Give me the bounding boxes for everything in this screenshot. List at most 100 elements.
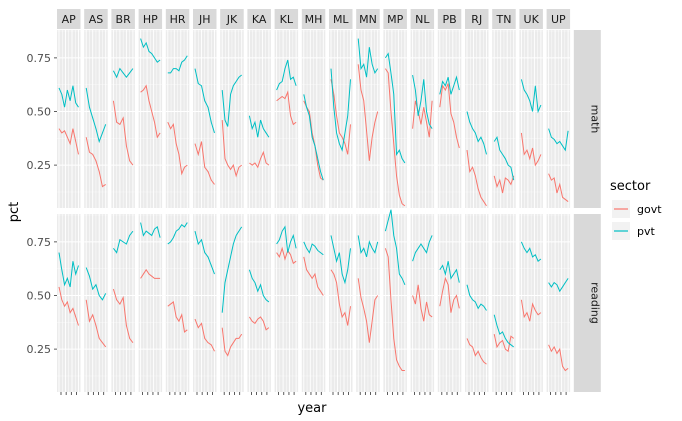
y-tick-label: 0.75 (27, 52, 52, 65)
series-pvt-math-nl (412, 74, 433, 129)
series-govt-math-hr (167, 122, 188, 176)
facet-strip-mh (301, 9, 326, 29)
y-tick-label: 0.75 (27, 236, 52, 249)
facet-label-reading: reading (588, 282, 601, 324)
panel-reading-pb (437, 214, 462, 395)
facet-label-br: BR (116, 13, 132, 26)
facet-strip-ka (247, 9, 271, 29)
panel-reading-hr (165, 214, 190, 395)
facet-strip-math (573, 30, 601, 208)
y-tick-label: 0.25 (27, 159, 52, 172)
series-pvt-math-as (85, 87, 107, 144)
series-pvt-reading-tn (493, 314, 515, 348)
panel-math-mp (383, 30, 407, 208)
panel-math-ap (57, 30, 81, 208)
panel-reading-hp (138, 214, 163, 395)
facet-strip-br (111, 9, 135, 29)
series-govt-reading-mh (303, 256, 324, 296)
x-axis-title: year (297, 401, 327, 416)
series-pvt-reading-jk (221, 226, 243, 313)
facet-strip-rj (465, 9, 489, 29)
panel-math-ka (247, 30, 271, 208)
facet-label-tn: TN (495, 13, 511, 26)
legend-item-govt: govt (612, 200, 662, 218)
panel-reading-mn (356, 214, 380, 395)
panel-reading-kl (274, 214, 299, 395)
facet-strip-uk (519, 9, 543, 29)
series-pvt-math-hp (140, 38, 161, 63)
series-pvt-math-ap (58, 85, 79, 108)
series-govt-math-mp (384, 68, 406, 207)
panel-math-pb (437, 30, 462, 208)
facet-strip-up (546, 9, 571, 29)
y-tick-label: 0.50 (27, 105, 52, 118)
series-govt-math-as (85, 137, 106, 188)
series-pvt-math-kl (276, 59, 297, 91)
panel-math-jh (193, 30, 217, 208)
facet-label-kl: KL (280, 13, 294, 26)
y-axis-title: pct (7, 202, 22, 223)
facet-strip-pb (437, 9, 462, 29)
series-govt-reading-as (85, 299, 107, 348)
series-govt-reading-kl (276, 246, 297, 265)
panel-math-ml (329, 30, 353, 208)
series-govt-math-nl (412, 100, 433, 138)
panel-reading-nl (410, 214, 435, 395)
series-govt-math-kl (276, 90, 297, 126)
facet-strip-ap (57, 9, 81, 29)
facet-strip-as (84, 9, 108, 29)
series-pvt-math-ml (330, 68, 351, 152)
series-govt-reading-ml (330, 269, 351, 326)
panel-reading-jh (193, 214, 217, 395)
series-pvt-math-hr (167, 55, 188, 74)
series-pvt-reading-mn (357, 235, 379, 258)
facet-strip-hr (165, 9, 190, 29)
series-govt-math-jk (221, 120, 243, 178)
panel-math-kl (274, 30, 299, 208)
series-pvt-math-jh (194, 68, 215, 134)
panel-math-hp (138, 30, 163, 208)
facet-label-ap: AP (62, 13, 77, 26)
series-govt-reading-nl (412, 284, 433, 322)
panel-math-mh (301, 30, 326, 208)
series-pvt-reading-ml (330, 235, 351, 285)
series-pvt-reading-hr (167, 222, 188, 245)
facet-strip-reading (573, 214, 601, 392)
facet-label-hr: HR (170, 13, 186, 26)
panel-reading-uk (519, 214, 543, 395)
facet-strip-jk (220, 9, 244, 29)
legend-label-govt: govt (637, 203, 662, 216)
series-govt-math-ka (249, 150, 270, 169)
panel-math-br (111, 30, 135, 208)
facet-strip-mn (356, 9, 380, 29)
series-govt-math-pb (439, 83, 460, 149)
panel-reading-mp (383, 209, 407, 395)
legend-label-pvt: pvt (637, 225, 655, 238)
series-govt-reading-ka (248, 316, 270, 331)
facet-strip-ml (329, 9, 353, 29)
panel-reading-as (84, 214, 108, 395)
facet-label-up: UP (551, 13, 566, 26)
panel-reading-up (546, 214, 571, 395)
panel-math-rj (465, 30, 489, 208)
series-govt-reading-up (548, 344, 569, 372)
facet-strip-mp (383, 9, 407, 29)
series-govt-reading-jk (221, 327, 243, 357)
series-govt-math-ml (330, 79, 351, 155)
series-pvt-reading-ka (248, 269, 270, 303)
panel-math-jk (220, 30, 244, 208)
facet-label-jh: JH (198, 13, 211, 26)
y-tick-label: 0.50 (27, 289, 52, 302)
series-govt-math-up (548, 173, 569, 202)
panel-reading-mh (301, 214, 326, 395)
series-pvt-math-tn (493, 135, 515, 181)
panel-reading-tn (492, 214, 516, 395)
facet-label-nl: NL (415, 13, 430, 26)
facet-label-uk: UK (524, 13, 540, 26)
facet-label-jk: JK (226, 13, 238, 26)
facet-label-mh: MH (305, 13, 323, 26)
facet-strip-jh (193, 9, 217, 29)
series-pvt-reading-nl (412, 235, 433, 262)
series-govt-reading-jh (194, 318, 215, 352)
facet-label-pb: PB (442, 13, 456, 26)
